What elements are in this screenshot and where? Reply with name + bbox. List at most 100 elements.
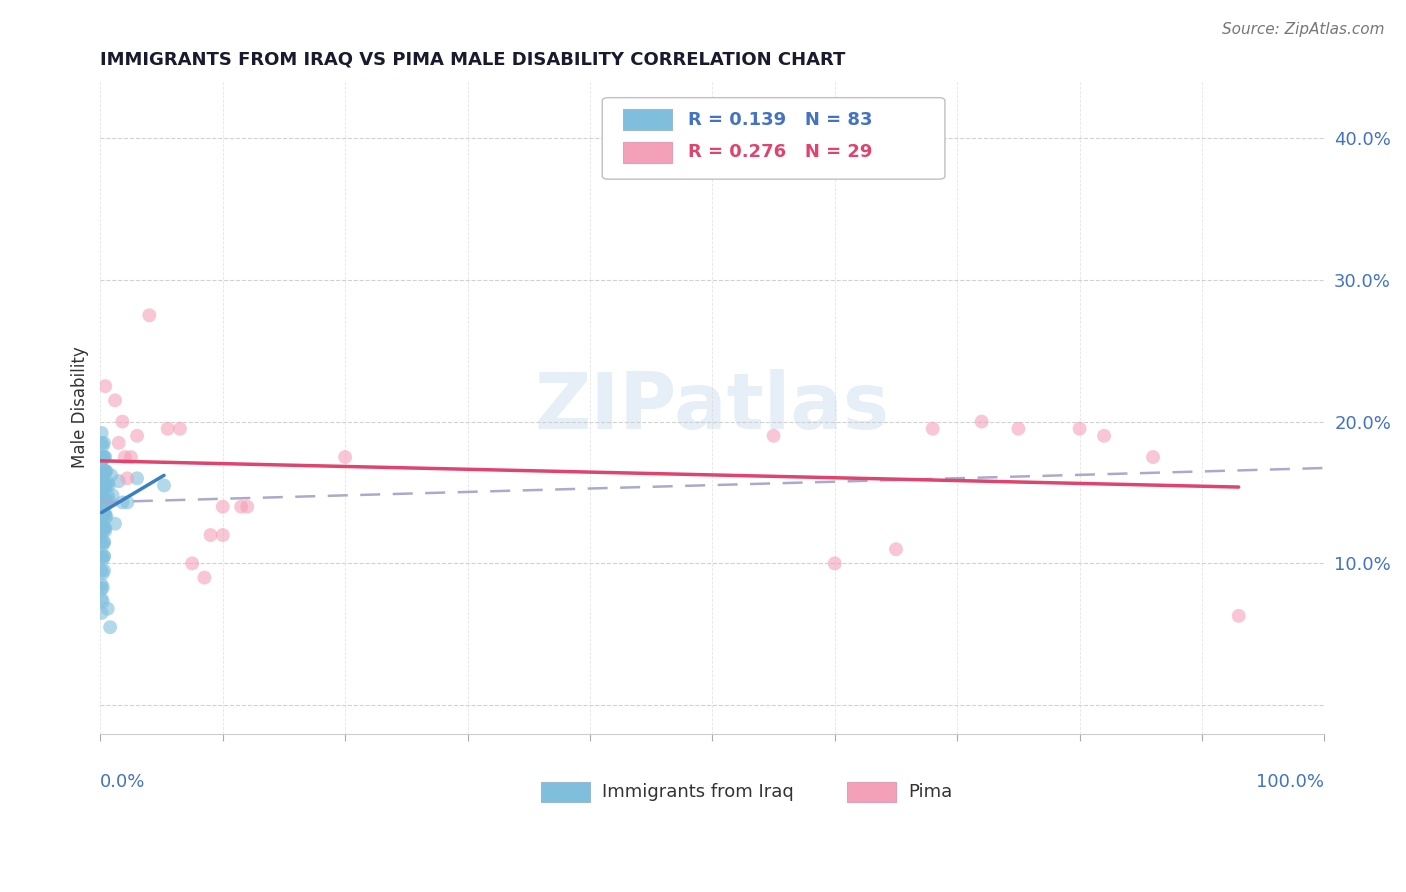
- Text: ZIPatlas: ZIPatlas: [534, 369, 890, 445]
- Point: [90, 564, 112, 578]
- Point: [93, 436, 115, 450]
- Point: [93, 535, 115, 549]
- Point: [97, 475, 120, 490]
- Point: [94, 492, 117, 507]
- Point: [93, 507, 115, 521]
- Point: [156, 422, 179, 436]
- FancyBboxPatch shape: [846, 782, 896, 802]
- FancyBboxPatch shape: [602, 97, 945, 179]
- Point: [211, 500, 233, 514]
- Point: [93, 549, 115, 564]
- Point: [1092, 429, 1115, 443]
- Point: [169, 422, 191, 436]
- Point: [824, 557, 846, 571]
- Point: [91, 595, 114, 609]
- Point: [91, 495, 114, 509]
- Point: [93, 535, 115, 549]
- Point: [90, 478, 112, 492]
- Point: [93, 507, 115, 521]
- Point: [93, 478, 115, 492]
- Text: Pima: Pima: [908, 783, 952, 801]
- Point: [93, 549, 115, 564]
- Point: [91, 481, 114, 495]
- Point: [884, 542, 907, 557]
- Point: [94, 464, 117, 478]
- Point: [91, 552, 114, 566]
- Point: [91, 524, 114, 538]
- Point: [98, 620, 121, 634]
- Point: [125, 429, 148, 443]
- Point: [96, 464, 118, 478]
- Point: [96, 495, 118, 509]
- Point: [111, 495, 134, 509]
- Point: [1007, 422, 1029, 436]
- Point: [94, 507, 117, 521]
- Point: [93, 492, 115, 507]
- Point: [91, 509, 114, 524]
- Point: [96, 478, 118, 492]
- Point: [90, 525, 112, 540]
- Point: [90, 488, 112, 502]
- Point: [97, 492, 120, 507]
- Point: [93, 464, 115, 478]
- Point: [90, 511, 112, 525]
- Point: [114, 450, 136, 464]
- Point: [193, 570, 215, 584]
- Point: [107, 436, 129, 450]
- Point: [90, 425, 112, 440]
- Point: [96, 495, 118, 509]
- Point: [200, 528, 222, 542]
- Point: [94, 495, 117, 509]
- Point: [90, 535, 112, 549]
- Point: [921, 422, 943, 436]
- Point: [90, 582, 112, 596]
- Point: [90, 492, 112, 507]
- Point: [970, 415, 993, 429]
- Point: [91, 467, 114, 481]
- Point: [333, 450, 356, 464]
- Point: [91, 538, 114, 552]
- Point: [90, 591, 112, 606]
- Point: [93, 464, 115, 478]
- Point: [90, 450, 112, 464]
- Point: [229, 500, 252, 514]
- Point: [90, 497, 112, 511]
- Text: IMMIGRANTS FROM IRAQ VS PIMA MALE DISABILITY CORRELATION CHART: IMMIGRANTS FROM IRAQ VS PIMA MALE DISABI…: [100, 51, 846, 69]
- Point: [1069, 422, 1091, 436]
- Point: [211, 528, 233, 542]
- Point: [153, 478, 176, 492]
- Point: [90, 483, 112, 497]
- Point: [1142, 450, 1164, 464]
- FancyBboxPatch shape: [623, 142, 672, 163]
- Point: [181, 557, 204, 571]
- Point: [762, 429, 785, 443]
- Point: [90, 549, 112, 564]
- Point: [93, 521, 115, 535]
- Point: [96, 509, 118, 524]
- Point: [93, 521, 115, 535]
- Point: [91, 566, 114, 581]
- Point: [91, 453, 114, 467]
- Point: [94, 524, 117, 538]
- Point: [1227, 608, 1250, 623]
- Point: [91, 474, 114, 488]
- Point: [104, 516, 127, 531]
- Point: [91, 488, 114, 502]
- Point: [97, 601, 120, 615]
- Point: [111, 415, 134, 429]
- Point: [120, 450, 142, 464]
- Text: R = 0.276   N = 29: R = 0.276 N = 29: [688, 144, 872, 161]
- Point: [101, 488, 124, 502]
- Point: [94, 478, 117, 492]
- Point: [94, 379, 117, 393]
- Point: [90, 507, 112, 521]
- Point: [91, 581, 114, 595]
- Text: 0.0%: 0.0%: [100, 772, 146, 790]
- Point: [93, 492, 115, 507]
- FancyBboxPatch shape: [541, 782, 591, 802]
- Point: [125, 471, 148, 485]
- Point: [93, 478, 115, 492]
- Point: [93, 450, 115, 464]
- Point: [94, 478, 117, 492]
- Point: [90, 460, 112, 475]
